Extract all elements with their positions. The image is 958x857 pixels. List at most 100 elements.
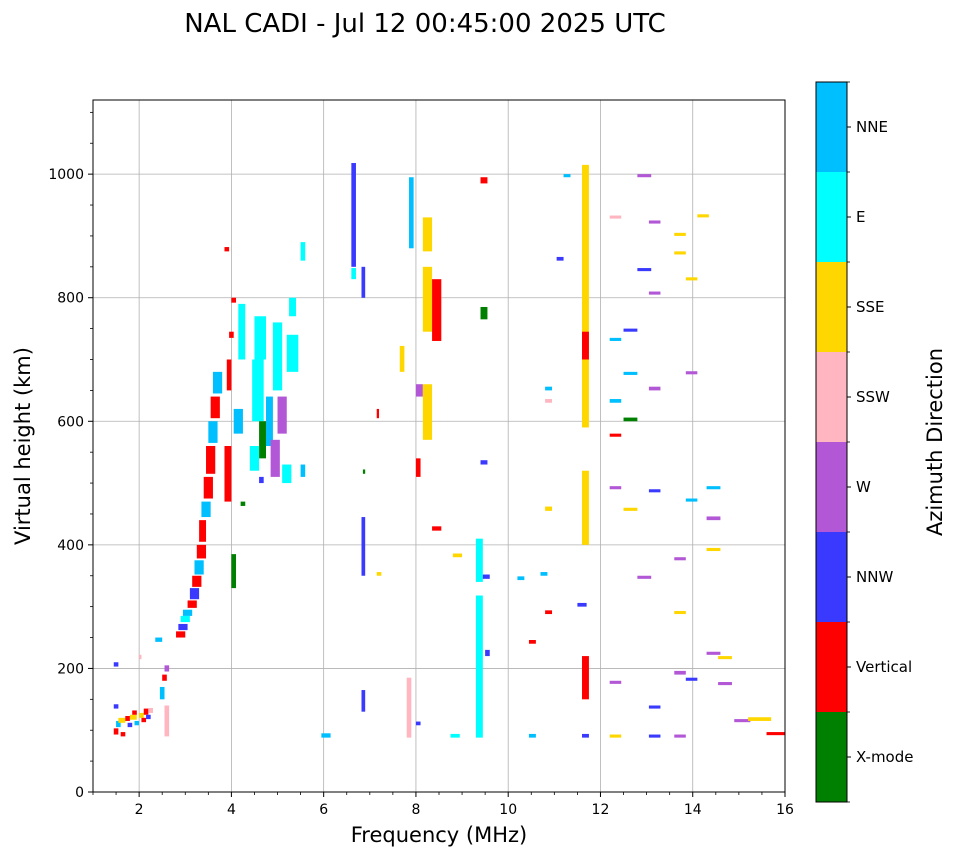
echo-nne — [300, 464, 306, 477]
echo-w — [648, 291, 661, 295]
echo-vertical — [224, 446, 232, 502]
echo-w — [706, 651, 721, 655]
echo-nne — [159, 686, 165, 700]
colorbar-frame — [815, 81, 848, 803]
x-tick-label: 4 — [227, 802, 236, 818]
echo-nnw — [189, 588, 200, 600]
colorbar-swatch-w — [816, 442, 847, 532]
x-tick-label: 12 — [592, 802, 610, 818]
echo-e — [475, 538, 483, 582]
echo-sse — [452, 553, 463, 558]
echo-e — [249, 446, 260, 471]
echo-w — [674, 670, 686, 675]
echo-nnw — [623, 328, 638, 332]
echo-w — [718, 682, 732, 686]
echo-vertical — [609, 433, 622, 437]
echo-nnw — [361, 690, 366, 712]
plot-frame — [92, 99, 786, 793]
echo-vertical — [582, 331, 589, 360]
echo-nne — [201, 501, 211, 518]
echo-sse — [582, 470, 589, 545]
plot-area — [113, 163, 785, 738]
echo-nne — [134, 720, 140, 726]
echo-ssw — [148, 707, 153, 713]
echo-nne — [155, 637, 163, 642]
echo-nnw — [480, 460, 488, 465]
echo-e — [282, 464, 292, 484]
echo-w — [637, 174, 652, 178]
echo-vertical — [224, 247, 230, 252]
echo-nnw — [113, 662, 119, 667]
echo-nne — [517, 576, 525, 581]
colorbar-swatch-ssw — [816, 352, 847, 442]
echo-vertical — [176, 631, 186, 638]
echo-nnw — [178, 623, 188, 631]
echo-e — [180, 615, 190, 623]
echo-vertical — [162, 674, 167, 681]
echo-vertical — [432, 279, 442, 341]
echo-x-mode — [231, 554, 237, 589]
echo-w — [415, 384, 423, 397]
echo-sse — [674, 232, 686, 236]
chart-title: NAL CADI - Jul 12 00:45:00 2025 UTC — [184, 9, 666, 39]
colorbar-label: SSE — [856, 298, 885, 316]
y-tick-label: 200 — [57, 661, 84, 677]
echo-w — [637, 575, 652, 579]
colorbar-label: E — [856, 208, 865, 226]
echo-vertical — [113, 728, 119, 735]
colorbar-swatch-sse — [816, 262, 847, 352]
y-axis: 0 200 400 600 800 1000 — [48, 111, 93, 801]
echo-e — [351, 268, 356, 280]
echo-nne — [266, 396, 273, 446]
x-axis: 2 4 6 8 10 12 14 16 — [92, 792, 794, 818]
echo-nnw — [637, 268, 652, 272]
colorbar-label: NNW — [856, 568, 893, 586]
echo-nne — [706, 486, 721, 490]
echo-nnw — [648, 734, 661, 738]
echo-vertical — [415, 458, 421, 477]
echo-w — [164, 665, 170, 672]
echo-vertical — [132, 710, 137, 715]
echo-w — [648, 386, 661, 391]
echo-nnw — [556, 256, 564, 261]
echo-sse — [129, 714, 137, 720]
y-tick-label: 600 — [57, 414, 84, 430]
echo-w — [609, 486, 622, 490]
echo-sse — [422, 266, 433, 332]
echo-e — [254, 316, 266, 360]
echo-sse — [609, 734, 622, 738]
colorbar-swatch-e — [816, 172, 847, 262]
echo-w — [706, 516, 721, 521]
echo-nne — [116, 720, 121, 728]
echo-nne — [233, 408, 243, 434]
colorbar-swatch-vertical — [816, 622, 847, 712]
echo-e — [286, 334, 299, 372]
echo-sse — [545, 506, 553, 511]
echo-vertical — [199, 520, 207, 542]
x-tick-label: 2 — [135, 802, 144, 818]
echo-sse — [139, 712, 144, 718]
echo-vertical — [376, 408, 380, 419]
echo-sse — [582, 164, 589, 428]
echo-x-mode — [362, 469, 366, 474]
echo-nnw — [127, 722, 133, 728]
x-tick-label: 14 — [684, 802, 702, 818]
echo-ssw — [139, 654, 142, 660]
y-tick-label: 1000 — [48, 167, 84, 183]
x-tick-label: 6 — [319, 802, 328, 818]
echo-nne — [609, 337, 622, 341]
colorbar-label: NNE — [856, 118, 888, 136]
echo-w — [609, 680, 622, 684]
echo-nnw — [259, 476, 264, 484]
y-axis-label: Virtual height (km) — [11, 347, 35, 545]
echo-sse — [376, 572, 382, 576]
x-tick-label: 8 — [411, 802, 420, 818]
echo-e — [475, 595, 483, 738]
echo-nnw — [582, 733, 589, 738]
echo-sse — [718, 656, 732, 660]
echo-nnw — [648, 705, 661, 709]
grid-lines — [93, 100, 786, 793]
echo-vertical — [143, 708, 149, 715]
echo-w — [648, 220, 661, 224]
